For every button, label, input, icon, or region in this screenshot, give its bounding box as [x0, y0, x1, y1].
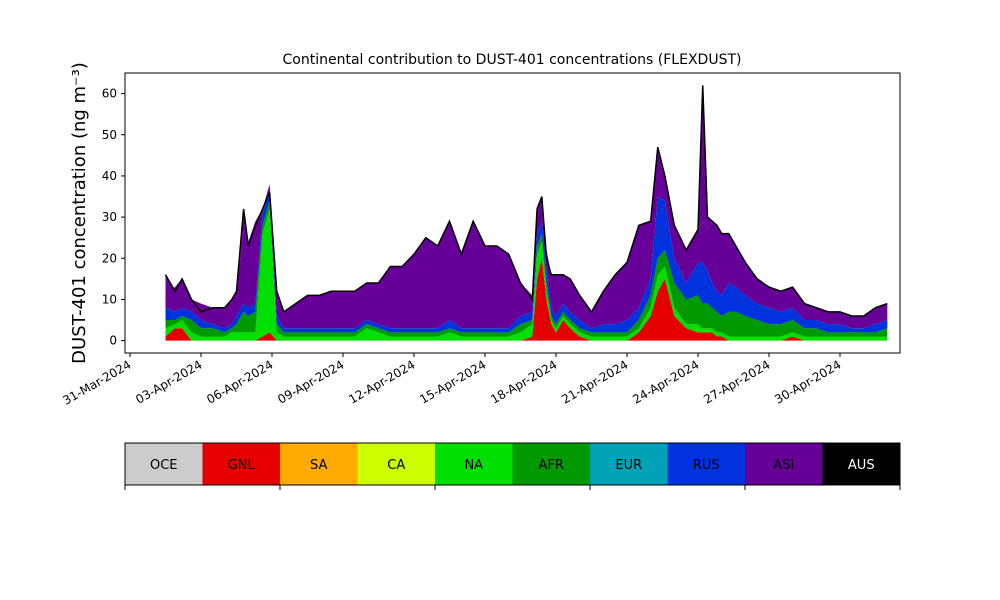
legend-label-na: NA [464, 458, 483, 473]
legend-label-sa: SA [310, 458, 327, 473]
x-tick-label: 09-Apr-2024 [275, 357, 346, 406]
legend-swatch-sa [280, 443, 358, 485]
y-tick-label: 0 [109, 334, 117, 348]
y-axis: 0 10 20 30 40 50 60 [102, 87, 125, 348]
y-axis-label: DUST-401 concentration (ng m⁻³) [69, 62, 90, 364]
chart-title: Continental contribution to DUST-401 con… [283, 52, 742, 68]
x-tick-label: 21-Apr-2024 [559, 357, 630, 406]
area-series-afr [165, 200, 888, 337]
legend-swatch-oce [125, 443, 203, 485]
legend-swatch-asi [745, 443, 823, 485]
x-tick-label: 31-Mar-2024 [60, 357, 133, 407]
y-tick-label: 60 [102, 87, 117, 101]
area-series-rus [165, 192, 888, 333]
legend-frame [124, 442, 901, 486]
total-line [164, 85, 888, 317]
legend-swatch-aus [822, 443, 900, 485]
x-tick-label: 12-Apr-2024 [346, 357, 417, 406]
y-tick-label: 20 [102, 251, 117, 265]
legend-label-gnl: GNL [228, 458, 256, 473]
color-legend: OCE GNL SA CA NA AFR EUR RUS ASI AUS [124, 442, 901, 490]
x-axis: 31-Mar-2024 03-Apr-2024 06-Apr-2024 09-Apr-… [60, 353, 844, 408]
legend-label-eur: EUR [615, 458, 642, 473]
legend-swatch-ca [357, 443, 435, 485]
legend-swatch-gnl [202, 443, 280, 485]
plot-frame [124, 72, 901, 354]
legend-label-afr: AFR [539, 458, 564, 473]
legend-swatch-na [435, 443, 513, 485]
x-tick-label: 18-Apr-2024 [488, 357, 559, 406]
legend-label-rus: RUS [693, 458, 720, 473]
legend-label-aus: AUS [848, 458, 875, 473]
plot-areas [165, 85, 888, 341]
x-tick-label: 24-Apr-2024 [630, 357, 701, 406]
x-tick-label: 03-Apr-2024 [133, 357, 204, 406]
x-tick-label: 06-Apr-2024 [204, 357, 275, 406]
legend-swatch-afr [512, 443, 590, 485]
x-tick-label: 15-Apr-2024 [417, 357, 488, 406]
legend-label-ca: CA [387, 458, 405, 473]
y-tick-label: 50 [102, 128, 117, 142]
legend-swatch-eur [590, 443, 668, 485]
legend-swatch-rus [667, 443, 745, 485]
x-tick-label: 30-Apr-2024 [772, 357, 843, 406]
y-tick-label: 30 [102, 210, 117, 224]
y-tick-label: 40 [102, 169, 117, 183]
y-tick-label: 10 [102, 292, 117, 306]
legend-label-oce: OCE [150, 458, 178, 473]
x-tick-label: 27-Apr-2024 [701, 357, 772, 406]
legend-label-asi: ASI [773, 458, 794, 473]
total-line-group [164, 85, 888, 317]
